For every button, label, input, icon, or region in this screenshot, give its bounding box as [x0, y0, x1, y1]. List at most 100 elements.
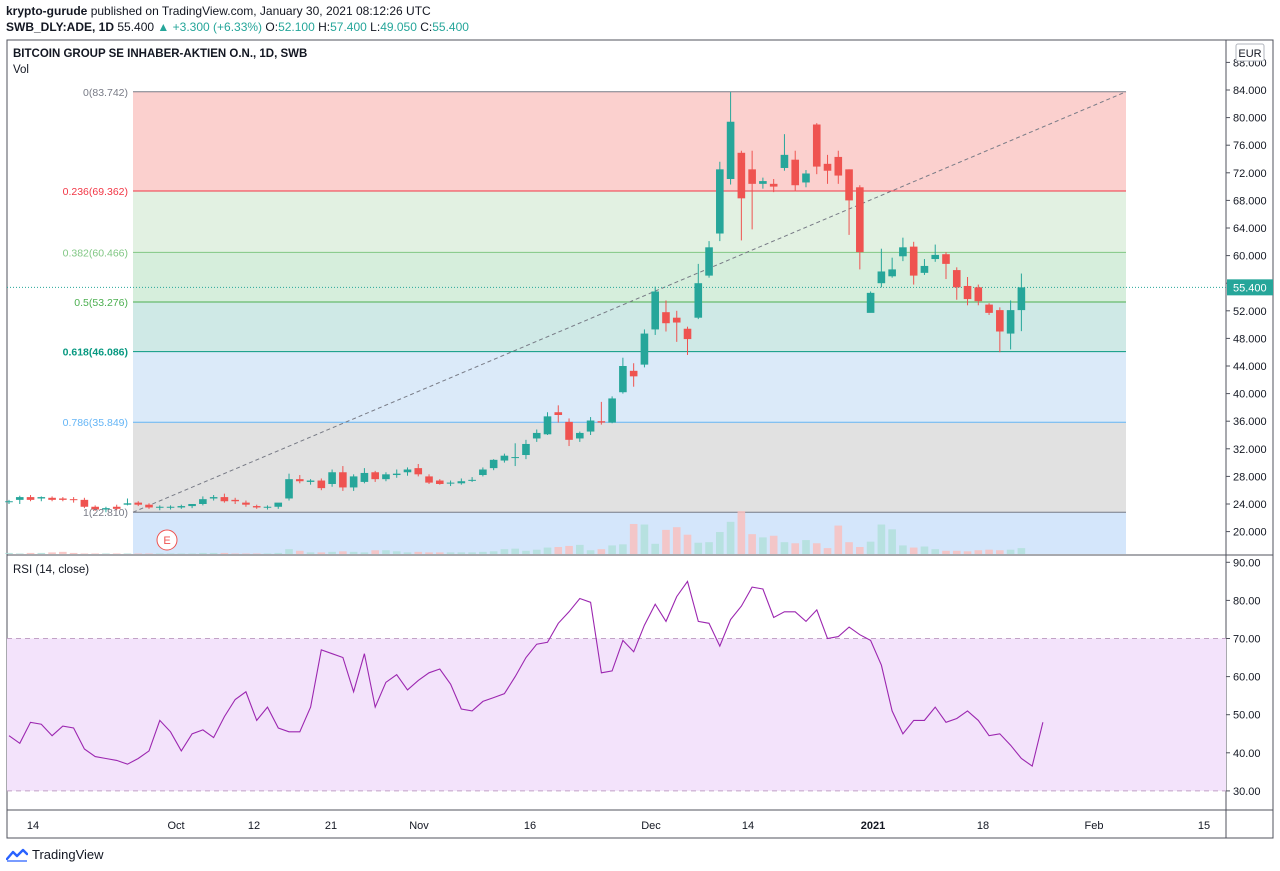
candle[interactable] — [489, 459, 498, 471]
candle[interactable] — [511, 443, 519, 467]
candle[interactable] — [349, 474, 358, 491]
candle[interactable] — [403, 467, 412, 476]
candle[interactable] — [252, 504, 261, 509]
candle[interactable] — [985, 303, 993, 315]
candle[interactable] — [220, 493, 229, 503]
candle[interactable] — [188, 504, 196, 509]
candle[interactable] — [683, 326, 692, 355]
currency-button[interactable]: EUR — [1235, 43, 1265, 62]
tradingview-logo[interactable]: TradingView — [6, 847, 104, 862]
candle[interactable] — [974, 284, 983, 306]
candle[interactable] — [769, 179, 778, 193]
candle[interactable] — [468, 477, 476, 482]
candle[interactable] — [651, 286, 659, 335]
candle[interactable] — [942, 252, 950, 280]
candle[interactable] — [834, 150, 843, 184]
candle[interactable] — [996, 307, 1004, 353]
candle[interactable] — [177, 504, 186, 509]
candle[interactable] — [134, 501, 143, 507]
candle[interactable] — [209, 495, 218, 501]
candle[interactable] — [565, 418, 573, 447]
candle[interactable] — [608, 396, 616, 424]
candle[interactable] — [662, 300, 670, 332]
candle[interactable] — [759, 177, 767, 189]
candle[interactable] — [274, 502, 283, 509]
candle[interactable] — [371, 470, 379, 482]
candle[interactable] — [5, 499, 13, 504]
candle[interactable] — [166, 505, 175, 510]
candle[interactable] — [360, 468, 369, 484]
candle[interactable] — [597, 401, 606, 425]
candle[interactable] — [791, 150, 800, 192]
candle[interactable] — [392, 469, 401, 478]
candle[interactable] — [382, 472, 390, 482]
candle[interactable] — [705, 241, 713, 278]
candle[interactable] — [295, 475, 304, 484]
candle[interactable] — [328, 469, 336, 487]
candle[interactable] — [823, 154, 832, 184]
candle[interactable] — [263, 505, 272, 510]
candle[interactable] — [306, 479, 315, 485]
candle[interactable] — [339, 466, 347, 491]
earnings-marker[interactable]: E — [156, 529, 178, 551]
candle[interactable] — [479, 467, 487, 477]
candle[interactable] — [48, 496, 56, 502]
candle[interactable] — [436, 479, 444, 485]
rsi-line[interactable] — [8, 580, 1044, 768]
candle[interactable] — [414, 463, 423, 477]
candle[interactable] — [748, 150, 756, 230]
candle[interactable] — [845, 169, 853, 235]
candle[interactable] — [856, 185, 864, 270]
candle[interactable] — [619, 357, 627, 394]
candle[interactable] — [102, 506, 110, 513]
candle[interactable] — [112, 504, 121, 511]
candle[interactable] — [694, 263, 703, 320]
candle[interactable] — [629, 363, 638, 387]
candle[interactable] — [532, 429, 541, 442]
candle[interactable] — [866, 291, 875, 313]
candle[interactable] — [952, 267, 961, 300]
candle[interactable] — [145, 503, 153, 509]
candle[interactable] — [285, 473, 293, 501]
candle[interactable] — [59, 497, 67, 502]
candle[interactable] — [672, 310, 681, 342]
candle[interactable] — [586, 417, 595, 435]
candle[interactable] — [802, 170, 810, 188]
candle[interactable] — [554, 405, 563, 423]
candle[interactable] — [457, 478, 466, 485]
candle[interactable] — [576, 431, 584, 442]
author-name[interactable]: krypto-gurude — [6, 4, 88, 18]
candle[interactable] — [899, 237, 907, 262]
candle[interactable] — [80, 497, 89, 509]
candle[interactable] — [15, 495, 24, 504]
candle[interactable] — [199, 496, 207, 506]
candle[interactable] — [1017, 273, 1026, 332]
candle[interactable] — [317, 478, 326, 491]
candle[interactable] — [640, 329, 649, 368]
candle[interactable] — [123, 498, 132, 506]
candle[interactable] — [242, 500, 250, 507]
candle[interactable] — [446, 480, 455, 487]
candle[interactable] — [877, 248, 886, 288]
candle[interactable] — [963, 276, 972, 306]
candle[interactable] — [231, 497, 239, 504]
candle[interactable] — [737, 150, 746, 241]
candle[interactable] — [26, 495, 35, 502]
candle[interactable] — [91, 505, 99, 511]
candle[interactable] — [69, 497, 78, 503]
candle[interactable] — [1006, 300, 1015, 350]
candle[interactable] — [780, 134, 789, 171]
candle[interactable] — [909, 241, 918, 285]
candle[interactable] — [931, 244, 940, 262]
candle[interactable] — [425, 474, 433, 484]
candle[interactable] — [716, 161, 724, 242]
candle[interactable] — [155, 505, 164, 511]
candle[interactable] — [888, 257, 896, 278]
candle[interactable] — [500, 453, 509, 463]
candle[interactable] — [37, 496, 46, 502]
candle[interactable] — [726, 92, 735, 185]
candle[interactable] — [812, 123, 821, 175]
candle[interactable] — [543, 412, 552, 435]
fib-trend-line[interactable] — [132, 91, 1127, 513]
